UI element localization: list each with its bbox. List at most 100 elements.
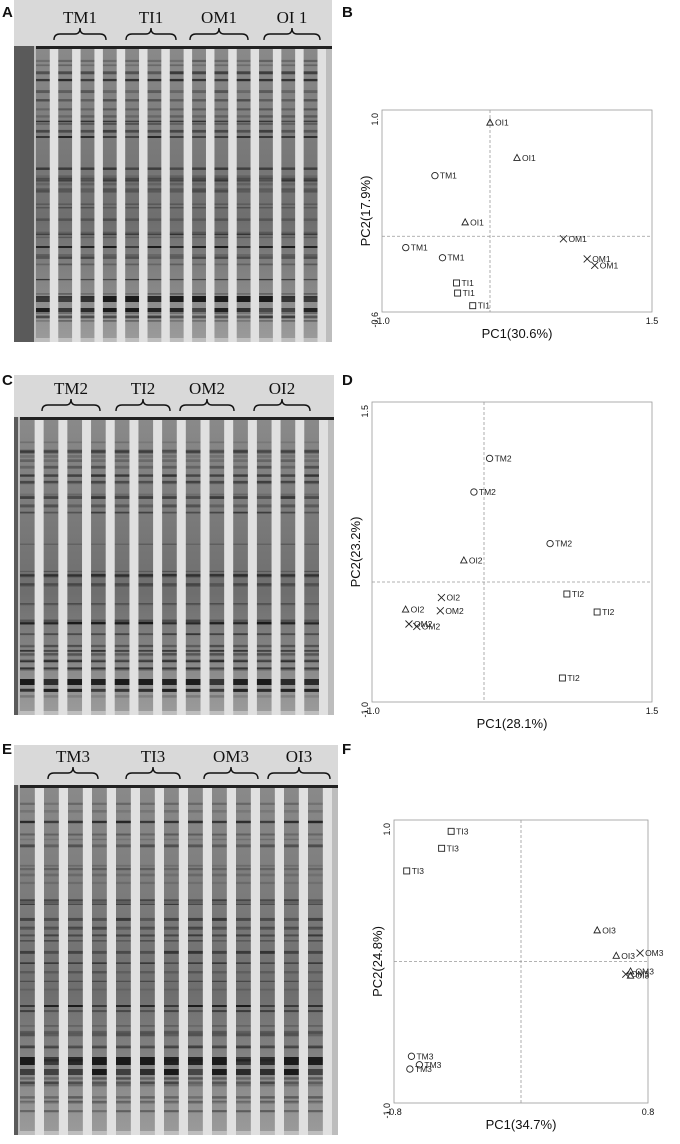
data-point-label: OI1: [522, 153, 536, 163]
lane-group-label: TM3: [56, 747, 90, 766]
data-point-label: OM1: [568, 234, 587, 244]
gel-lane: [114, 417, 139, 715]
data-point-label: OI2: [446, 593, 460, 603]
data-point-sq: TI1: [469, 301, 490, 311]
lane-group-label: TI1: [139, 8, 164, 27]
data-point-label: OI3: [602, 925, 616, 935]
pca-plot-f: -0.8 0.8 1.0 -1.0 PC1(34.7%) PC2(24.8%) TI3 TI3…: [342, 800, 680, 1139]
data-point-tri: OI2: [401, 605, 425, 615]
gel-lane: [58, 46, 81, 342]
gel-lane: [68, 785, 92, 1135]
data-point-cross: OM1: [590, 260, 618, 270]
data-point-cross: OM1: [559, 234, 587, 244]
data-point-sq: TI3: [447, 826, 469, 836]
lane-group-bracket: TM3: [47, 747, 99, 780]
gel-lane: [233, 417, 257, 715]
x-tick-label: 0.8: [642, 1107, 655, 1117]
gel-lane: [80, 46, 103, 342]
data-point-label: TM3: [424, 1060, 441, 1070]
gel-lane: [209, 417, 234, 715]
gel-svg-a: TM1 TI1 OM1 OI 1: [14, 0, 332, 342]
y-axis-label: PC2(23.2%): [348, 517, 363, 588]
gel-lane: [284, 785, 308, 1135]
y-tick-label: 1.0: [382, 823, 392, 836]
gel-svg-c: TM2 TI2 OM2 OI2: [14, 375, 334, 715]
data-point-cross: OM3: [636, 948, 664, 958]
gel-lane: [212, 785, 236, 1135]
gel-lane: [236, 785, 260, 1135]
lane-group-label: OM2: [189, 379, 225, 398]
lane-group-bracket: OI2: [253, 379, 311, 412]
data-point-tri: OI1: [513, 153, 536, 163]
x-tick-label: -1.0: [364, 706, 380, 716]
panel-letter-c: C: [2, 372, 13, 389]
gel-image-e: TM3 TI3 OM3 OI3: [14, 745, 338, 1135]
data-point-circ: TM1: [402, 243, 428, 253]
data-point-label: TI1: [463, 288, 476, 298]
gel-lane: [43, 417, 68, 715]
data-point-label: OM3: [645, 948, 664, 958]
gel-lane: [44, 785, 68, 1135]
lane-group-label: OI 1: [277, 8, 308, 27]
panel-letter-e: E: [2, 741, 13, 758]
gel-lane: [185, 417, 210, 715]
gel-lane: [259, 46, 282, 342]
panel-letter-a: A: [2, 4, 13, 21]
gel-lane: [169, 46, 193, 342]
gel-image-c: TM2 TI2 OM2 OI2: [14, 375, 334, 715]
gel-lane: [304, 417, 328, 715]
data-point-label: TM2: [479, 487, 496, 497]
data-point-label: OI2: [411, 605, 425, 615]
gel-lane: [192, 46, 215, 342]
gel-lane: [67, 417, 92, 715]
gel-lane: [162, 417, 186, 715]
pca-plot-b: -1.0 1.5 1.0 -0.6 PC1(30.6%) PC2(17.9%) OI1 OI1…: [342, 100, 680, 355]
gel-lane: [188, 785, 212, 1135]
x-tick-label: -1.0: [374, 316, 390, 326]
data-point-label: TI3: [456, 826, 469, 836]
data-point-label: OM2: [445, 606, 464, 616]
lane-group-bracket: TI3: [125, 747, 181, 780]
x-axis-label: PC1(30.6%): [482, 326, 553, 341]
gel-svg-e: TM3 TI3 OM3 OI3: [14, 745, 338, 1135]
pca-svg-f: -0.8 0.8 1.0 -1.0 PC1(34.7%) PC2(24.8%) TI3 TI3…: [370, 819, 664, 1132]
data-point-label: OI1: [495, 118, 509, 128]
gel-lane: [256, 417, 281, 715]
lane-group-bracket: TI1: [125, 8, 177, 41]
y-axis-label: PC2(17.9%): [358, 176, 373, 247]
data-point-label: TI3: [412, 866, 425, 876]
gel-well-line: [20, 417, 334, 420]
gel-lane: [308, 785, 332, 1135]
panel-letter-f: F: [342, 741, 352, 758]
y-tick-label: 1.0: [370, 113, 380, 126]
gel-marker-lane: [14, 785, 18, 1135]
data-point-circ: TM1: [438, 253, 465, 263]
data-point-cross: OI2: [437, 593, 460, 603]
x-axis-label: PC1(34.7%): [486, 1117, 557, 1132]
gel-lane: [281, 46, 304, 342]
lane-group-label: TM2: [54, 379, 88, 398]
data-point-label: OM3: [631, 969, 650, 979]
lane-group-bracket: TM1: [53, 8, 107, 41]
x-tick-label: 1.5: [646, 316, 659, 326]
panel-letter-d: D: [342, 372, 353, 389]
gel-well-line: [20, 785, 338, 788]
data-point-tri: OI1: [461, 217, 484, 227]
gel-lane: [164, 785, 188, 1135]
y-tick-label: 1.5: [360, 405, 370, 418]
data-point-label: OM1: [592, 254, 611, 264]
data-point-circ: TM1: [431, 171, 457, 181]
gel-lane: [36, 46, 59, 342]
gel-well-line: [36, 46, 332, 49]
data-point-label: TI2: [572, 589, 585, 599]
data-point-label: OM3: [636, 966, 655, 976]
gel-lane: [280, 417, 305, 715]
lane-group-bracket: OM3: [203, 747, 259, 780]
data-point-circ: TM2: [546, 539, 572, 549]
data-point-label: TI1: [462, 278, 475, 288]
data-point-label: TM1: [411, 243, 428, 253]
gel-lane: [116, 785, 140, 1135]
gel-lane: [303, 46, 326, 342]
x-tick-label: 1.5: [646, 706, 659, 716]
data-point-sq: TI2: [563, 589, 585, 599]
